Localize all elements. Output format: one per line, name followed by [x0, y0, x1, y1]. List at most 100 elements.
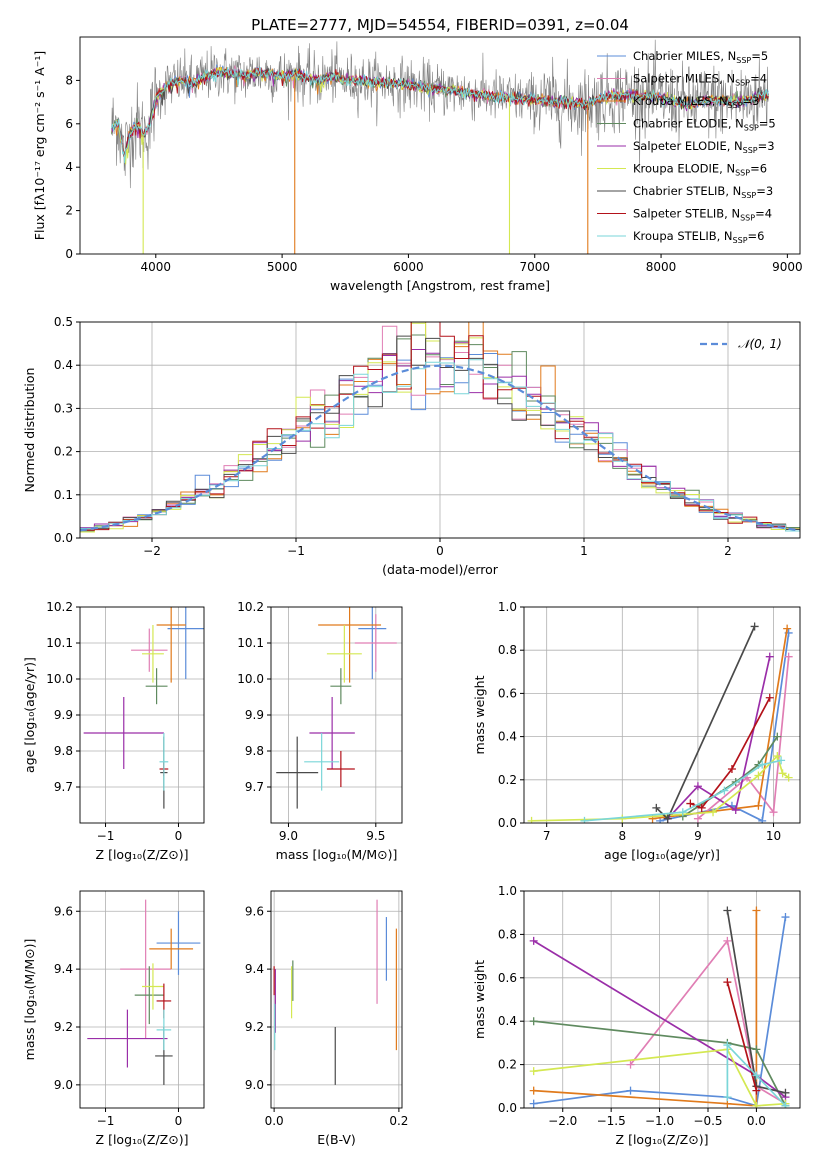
weight-marker-kroupa-elodie [752, 1101, 761, 1108]
x-tick-label: 0 [175, 829, 183, 843]
weight-line-kroupa-elodie [533, 1048, 786, 1107]
legend-label-normal: 𝒩(0, 1) [738, 337, 782, 351]
y-tick-label: 10.2 [237, 600, 264, 614]
x-tick-label: −2 [143, 544, 161, 558]
legend-label-kroupa-stelib: Kroupa STELIB, NSSP=6 [633, 229, 764, 245]
y-axis-label: age [log₁₀(age/yr)] [22, 657, 37, 773]
point-salpeter-miles [120, 899, 172, 1039]
weight-marker-chabrier-elodie [773, 732, 782, 741]
legend-label-salpeter-elodie: Salpeter ELODIE, NSSP=3 [633, 139, 775, 155]
weight-marker-chabrier-stelib [750, 622, 759, 631]
weight-marker-kroupa-elodie [778, 769, 787, 778]
y-tick-label: 9.4 [54, 962, 73, 976]
weight-marker-salpeter-elodie [765, 652, 774, 661]
point-salpeter-elodie [87, 1009, 168, 1068]
point-chabrier-elodie [330, 668, 352, 705]
y-tick-label: 8 [65, 73, 73, 87]
point-salpeter-stelib [326, 751, 355, 787]
x-tick-label: −0.5 [693, 1114, 722, 1128]
point-kroupa-miles [156, 607, 186, 683]
weight-line-salpeter-elodie [667, 656, 771, 820]
x-axis-label: wavelength [Angstrom, rest frame] [330, 278, 550, 293]
legend-label-chabrier-stelib: Chabrier STELIB, NSSP=3 [633, 184, 773, 200]
weight-marker-kroupa-elodie [773, 752, 782, 761]
weight-marker-kroupa-stelib [720, 786, 729, 795]
legend-label-kroupa-miles: Kroupa MILES, NSSP=3 [633, 94, 759, 110]
point-kroupa-elodie [142, 625, 164, 683]
legend-label-kroupa-elodie: Kroupa ELODIE, NSSP=6 [633, 162, 767, 178]
x-tick-label: 9 [694, 829, 702, 843]
x-tick-label: 8 [618, 829, 626, 843]
weight-line-kroupa-miles [533, 910, 758, 1107]
x-axis-label: Z [log₁₀(Z/Z⊙)] [616, 1132, 709, 1147]
x-axis-label: Z [log₁₀(Z/Z⊙)] [96, 847, 189, 862]
x-tick-label: 4000 [141, 260, 172, 274]
y-tick-label: 0.2 [54, 445, 73, 459]
plot-area [111, 39, 769, 254]
y-tick-label: 0.6 [498, 971, 517, 985]
weight-marker-kroupa-stelib [758, 760, 767, 769]
point-chabrier-miles [156, 911, 201, 975]
y-tick-label: 4 [65, 160, 73, 174]
axes-frame [79, 36, 801, 255]
weight-marker-kroupa-stelib [752, 1071, 761, 1080]
legend-label-chabrier-elodie: Chabrier ELODIE, NSSP=5 [633, 117, 776, 133]
x-tick-label: −2.0 [548, 1114, 577, 1128]
weight-marker-kroupa-miles [783, 624, 792, 633]
weight-marker-kroupa-elodie [527, 816, 536, 823]
y-tick-label: 1.0 [498, 600, 517, 614]
weight-marker-kroupa-stelib [678, 808, 687, 817]
point-chabrier-elodie [145, 668, 168, 705]
y-tick-label: 6 [65, 117, 73, 131]
point-kroupa-miles [149, 928, 194, 970]
plot-area [276, 607, 397, 809]
legend-label-chabrier-miles: Chabrier MILES, NSSP=5 [633, 49, 768, 65]
axes-frame [79, 890, 205, 1109]
y-tick-label: 0.8 [498, 927, 517, 941]
mass-vs-metallicity-panel: −1 0 9.0 9.2 9.4 9.6 Z [log₁₀(Z/Z⊙)] mass [log₁… [22, 890, 205, 1147]
y-axis-label: Normed distribution [22, 368, 37, 493]
spectrum-panel: 4000 5000 6000 7000 8000 9000 0 2 4 6 8 wavelength … [32, 36, 803, 293]
weight-vs-age-panel: 7 8 9 10 0.0 0.2 0.4 0.6 0.8 1.0 age [log₁₀(age/yr… [472, 600, 801, 862]
weight-marker-kroupa-elodie [529, 1067, 538, 1076]
model-line-kroupa-stelib [111, 66, 769, 163]
weight-line-chabrier-elodie [533, 1020, 787, 1107]
legend-label-salpeter-stelib: Salpeter STELIB, NSSP=4 [633, 207, 772, 223]
x-axis-label: age [log₁₀(age/yr)] [604, 847, 720, 862]
weight-marker-chabrier-elodie [752, 1045, 761, 1054]
x-tick-label: 0 [175, 1114, 183, 1128]
weight-marker-chabrier-miles [626, 1086, 635, 1095]
plot-area [529, 906, 790, 1108]
x-tick-label: 9000 [772, 260, 803, 274]
x-axis-label: Z [log₁₀(Z/Z⊙)] [96, 1132, 189, 1147]
y-tick-label: 0.0 [54, 531, 73, 545]
weight-marker-chabrier-stelib [781, 1088, 790, 1097]
y-tick-label: 9.9 [54, 708, 73, 722]
point-kroupa-stelib [304, 733, 340, 791]
y-tick-label: 0.2 [498, 773, 517, 787]
y-axis-label: mass weight [472, 960, 487, 1039]
y-tick-label: 0 [65, 247, 73, 261]
legend-label-salpeter-miles: Salpeter MILES, NSSP=4 [633, 72, 767, 88]
weight-line-salpeter-stelib [726, 981, 758, 1091]
y-tick-label: 9.2 [54, 1020, 73, 1034]
x-axis-label: E(B-V) [317, 1132, 356, 1147]
residual-histogram-kroupa-stelib [80, 359, 800, 532]
axes-frame [270, 890, 403, 1109]
x-tick-label: 10 [766, 829, 781, 843]
age-vs-metallicity-panel: −1 0 9.7 9.8 9.9 10.0 10.1 10.2 Z [log₁₀(Z/Z⊙)] a… [22, 600, 205, 862]
y-tick-label: 0.4 [498, 730, 517, 744]
weight-marker-chabrier-miles [758, 816, 767, 823]
weight-marker-kroupa-stelib [777, 756, 786, 765]
weight-marker-kroupa-elodie [709, 808, 718, 817]
weight-marker-salpeter-stelib [723, 978, 732, 987]
x-tick-label: 9.0 [279, 829, 298, 843]
x-tick-label: 0.0 [265, 1114, 284, 1128]
y-tick-label: 9.7 [245, 780, 264, 794]
y-tick-label: 10.1 [46, 636, 73, 650]
weight-marker-salpeter-miles [723, 936, 732, 945]
weight-marker-kroupa-stelib [781, 1101, 790, 1108]
y-tick-label: 9.6 [54, 904, 73, 918]
weight-marker-kroupa-miles [752, 906, 761, 915]
